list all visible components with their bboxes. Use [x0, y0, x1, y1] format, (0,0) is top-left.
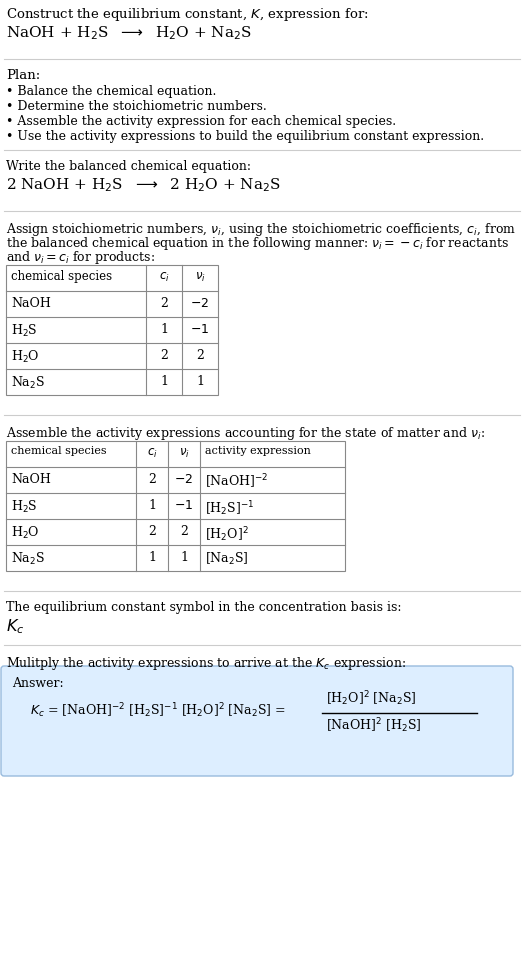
Text: [NaOH]$^2$ [H$_2$S]: [NaOH]$^2$ [H$_2$S]	[326, 716, 421, 735]
Text: • Determine the stoichiometric numbers.: • Determine the stoichiometric numbers.	[6, 100, 267, 113]
Text: Plan:: Plan:	[6, 69, 40, 82]
Text: $c_i$: $c_i$	[159, 271, 169, 284]
Text: Na$_2$S: Na$_2$S	[11, 551, 45, 567]
Text: NaOH: NaOH	[11, 473, 51, 486]
Text: The equilibrium constant symbol in the concentration basis is:: The equilibrium constant symbol in the c…	[6, 601, 401, 614]
Text: Construct the equilibrium constant, $K$, expression for:: Construct the equilibrium constant, $K$,…	[6, 6, 369, 23]
Text: chemical species: chemical species	[11, 270, 112, 283]
Text: 1: 1	[160, 375, 168, 388]
Text: NaOH: NaOH	[11, 297, 51, 310]
Text: $K_c$ = [NaOH]$^{-2}$ [H$_2$S]$^{-1}$ [H$_2$O]$^2$ [Na$_2$S] =: $K_c$ = [NaOH]$^{-2}$ [H$_2$S]$^{-1}$ [H…	[30, 701, 286, 719]
Text: H$_2$S: H$_2$S	[11, 499, 38, 515]
Text: chemical species: chemical species	[11, 446, 106, 456]
Text: $-2$: $-2$	[174, 473, 193, 486]
Text: 2 NaOH + H$_2$S  $\longrightarrow$  2 H$_2$O + Na$_2$S: 2 NaOH + H$_2$S $\longrightarrow$ 2 H$_2…	[6, 176, 281, 194]
Text: 2: 2	[180, 525, 188, 538]
Bar	[6, 265, 218, 395]
Text: $-1$: $-1$	[174, 499, 193, 512]
Text: 1: 1	[196, 375, 204, 388]
Text: 1: 1	[148, 499, 156, 512]
Text: H$_2$O: H$_2$O	[11, 349, 40, 365]
Text: 2: 2	[148, 525, 156, 538]
Text: 2: 2	[196, 349, 204, 362]
Text: and $\nu_i = c_i$ for products:: and $\nu_i = c_i$ for products:	[6, 249, 155, 266]
Text: NaOH + H$_2$S  $\longrightarrow$  H$_2$O + Na$_2$S: NaOH + H$_2$S $\longrightarrow$ H$_2$O +…	[6, 24, 252, 41]
Text: $\nu_i$: $\nu_i$	[179, 447, 189, 460]
Text: activity expression: activity expression	[205, 446, 311, 456]
Text: [H$_2$O]$^2$ [Na$_2$S]: [H$_2$O]$^2$ [Na$_2$S]	[326, 689, 417, 708]
Text: 2: 2	[160, 349, 168, 362]
Text: [NaOH]$^{-2}$: [NaOH]$^{-2}$	[205, 473, 268, 491]
FancyBboxPatch shape	[1, 666, 513, 776]
Text: • Use the activity expressions to build the equilibrium constant expression.: • Use the activity expressions to build …	[6, 130, 484, 143]
Text: 1: 1	[160, 323, 168, 336]
Text: Write the balanced chemical equation:: Write the balanced chemical equation:	[6, 160, 251, 173]
Text: $-2$: $-2$	[190, 297, 210, 310]
Text: the balanced chemical equation in the following manner: $\nu_i = -c_i$ for react: the balanced chemical equation in the fo…	[6, 235, 509, 252]
Text: 1: 1	[180, 551, 188, 564]
Text: H$_2$O: H$_2$O	[11, 525, 40, 541]
Text: $\nu_i$: $\nu_i$	[194, 271, 205, 284]
Text: Assemble the activity expressions accounting for the state of matter and $\nu_i$: Assemble the activity expressions accoun…	[6, 425, 485, 442]
Text: H$_2$S: H$_2$S	[11, 323, 38, 339]
Text: [Na$_2$S]: [Na$_2$S]	[205, 551, 248, 567]
Text: 2: 2	[148, 473, 156, 486]
Bar	[6, 441, 345, 571]
Text: $-1$: $-1$	[190, 323, 210, 336]
Text: $K_c$: $K_c$	[6, 617, 25, 636]
Text: • Assemble the activity expression for each chemical species.: • Assemble the activity expression for e…	[6, 115, 396, 128]
Text: Assign stoichiometric numbers, $\nu_i$, using the stoichiometric coefficients, $: Assign stoichiometric numbers, $\nu_i$, …	[6, 221, 516, 238]
Text: [H$_2$O]$^2$: [H$_2$O]$^2$	[205, 525, 249, 544]
Text: Answer:: Answer:	[12, 677, 63, 690]
Text: $c_i$: $c_i$	[147, 447, 157, 460]
Text: Na$_2$S: Na$_2$S	[11, 375, 45, 391]
Text: [H$_2$S]$^{-1}$: [H$_2$S]$^{-1}$	[205, 499, 255, 518]
Text: Mulitply the activity expressions to arrive at the $K_c$ expression:: Mulitply the activity expressions to arr…	[6, 655, 406, 672]
Text: 2: 2	[160, 297, 168, 310]
Text: 1: 1	[148, 551, 156, 564]
Text: • Balance the chemical equation.: • Balance the chemical equation.	[6, 85, 216, 98]
